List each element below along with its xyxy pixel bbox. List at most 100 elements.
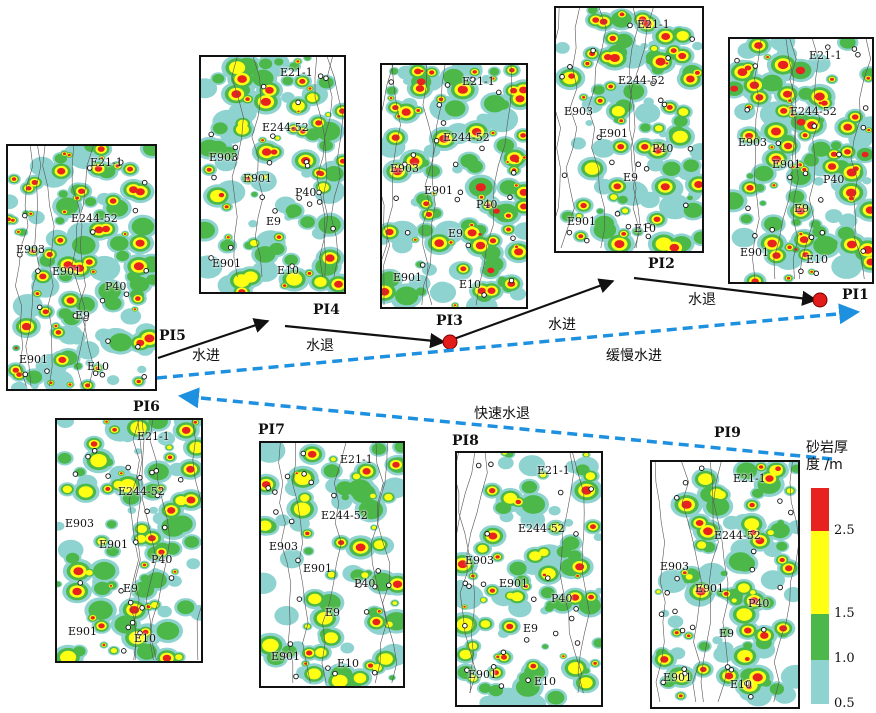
well-marker — [72, 471, 79, 477]
well-label: E21-1 — [537, 464, 570, 477]
fault-line — [798, 39, 820, 280]
sand-thickness-map — [652, 462, 798, 707]
well-marker — [559, 73, 565, 80]
well-label: E901 — [663, 671, 693, 684]
fault-line — [149, 420, 171, 661]
well-marker — [664, 590, 670, 596]
well-marker — [433, 137, 440, 144]
arrow-pi5-to-pi4 — [157, 318, 270, 360]
fault-line — [370, 443, 388, 684]
well-label: E9 — [75, 309, 91, 322]
label-pi1: PI1 — [842, 287, 869, 303]
well-label: E903 — [16, 243, 46, 256]
well-marker — [855, 51, 861, 58]
map-panel-pi8: E21-1 E244-52 E903 E901 P40 E9 E901 E10 — [455, 451, 603, 707]
well-marker — [177, 476, 184, 483]
well-label: E244-52 — [714, 529, 761, 542]
well-marker — [118, 159, 124, 165]
well-marker — [627, 22, 633, 29]
well-marker — [588, 486, 594, 492]
well-marker — [388, 79, 394, 85]
well-label: E21-1 — [340, 453, 373, 466]
legend-swatch-cyan — [811, 660, 829, 704]
well-marker — [488, 461, 494, 468]
fault-line — [752, 39, 762, 280]
well-label: E10 — [459, 278, 482, 291]
fault-line — [654, 462, 666, 703]
well-label: E901 — [243, 172, 273, 185]
well-marker — [265, 485, 271, 491]
fault-line — [559, 453, 582, 694]
fault-line — [560, 8, 580, 249]
fault-line — [629, 8, 640, 249]
well-marker — [266, 159, 273, 166]
well-marker — [454, 196, 461, 203]
map-panel-pi4: E21-1 E244-52 E903 E901 P40 E9 E901 E10 — [199, 55, 346, 294]
well-marker — [91, 448, 98, 454]
well-marker — [232, 144, 239, 151]
well-marker — [36, 304, 43, 311]
well-marker — [561, 172, 568, 178]
legend-tick-1-0: 1.0 — [834, 651, 855, 666]
well-marker — [674, 575, 680, 582]
well-label: P40 — [748, 597, 770, 610]
well-marker — [507, 194, 513, 201]
well-marker — [752, 63, 759, 69]
well-marker — [105, 473, 111, 479]
sand-layer-3 — [261, 450, 403, 668]
well-marker — [77, 580, 84, 586]
sand-thickness-map — [457, 453, 601, 705]
label-pi7: PI7 — [258, 422, 285, 438]
legend-swatch-green — [811, 614, 829, 660]
well-marker — [86, 165, 93, 171]
well-marker — [689, 624, 696, 631]
well-marker — [744, 107, 750, 113]
well-marker — [689, 36, 695, 42]
well-marker — [402, 161, 408, 168]
well-marker — [90, 229, 96, 235]
well-marker — [462, 580, 469, 587]
well-marker — [479, 145, 485, 152]
well-label: E903 — [660, 560, 690, 573]
well-marker — [728, 667, 735, 673]
well-marker — [295, 99, 301, 106]
well-marker — [545, 575, 551, 581]
well-label: E244-52 — [262, 121, 309, 134]
well-label: E901 — [499, 577, 529, 590]
well-marker — [227, 244, 234, 251]
well-marker — [557, 489, 564, 496]
well-marker — [325, 665, 331, 671]
fault-line — [321, 443, 347, 684]
well-marker — [552, 630, 559, 637]
well-label: E903 — [738, 136, 768, 149]
well-marker — [211, 174, 217, 181]
well-marker — [660, 679, 666, 686]
well-marker — [295, 557, 301, 564]
well-marker — [682, 479, 689, 486]
fault-line — [457, 453, 475, 534]
fault-line — [231, 57, 244, 278]
well-marker — [436, 102, 443, 108]
label-pi3: PI3 — [436, 313, 463, 329]
well-marker — [259, 194, 265, 200]
well-marker — [573, 606, 579, 612]
well-label: E9 — [123, 582, 139, 595]
well-marker — [584, 237, 590, 244]
well-marker — [811, 123, 818, 129]
sand-thickness-map — [261, 443, 403, 686]
well-marker — [745, 205, 751, 212]
well-marker — [496, 89, 502, 96]
well-marker — [679, 627, 686, 634]
well-marker — [674, 495, 680, 501]
fault-line — [785, 39, 799, 280]
well-marker — [208, 131, 214, 138]
fault-line — [326, 57, 344, 278]
well-label: E901 — [393, 271, 423, 284]
sand-thickness-map — [382, 65, 526, 307]
well-label: E9 — [325, 606, 341, 619]
label-pi5: PI5 — [159, 328, 186, 344]
well-marker — [567, 64, 573, 70]
well-marker — [83, 315, 89, 322]
well-label: E903 — [564, 105, 594, 118]
